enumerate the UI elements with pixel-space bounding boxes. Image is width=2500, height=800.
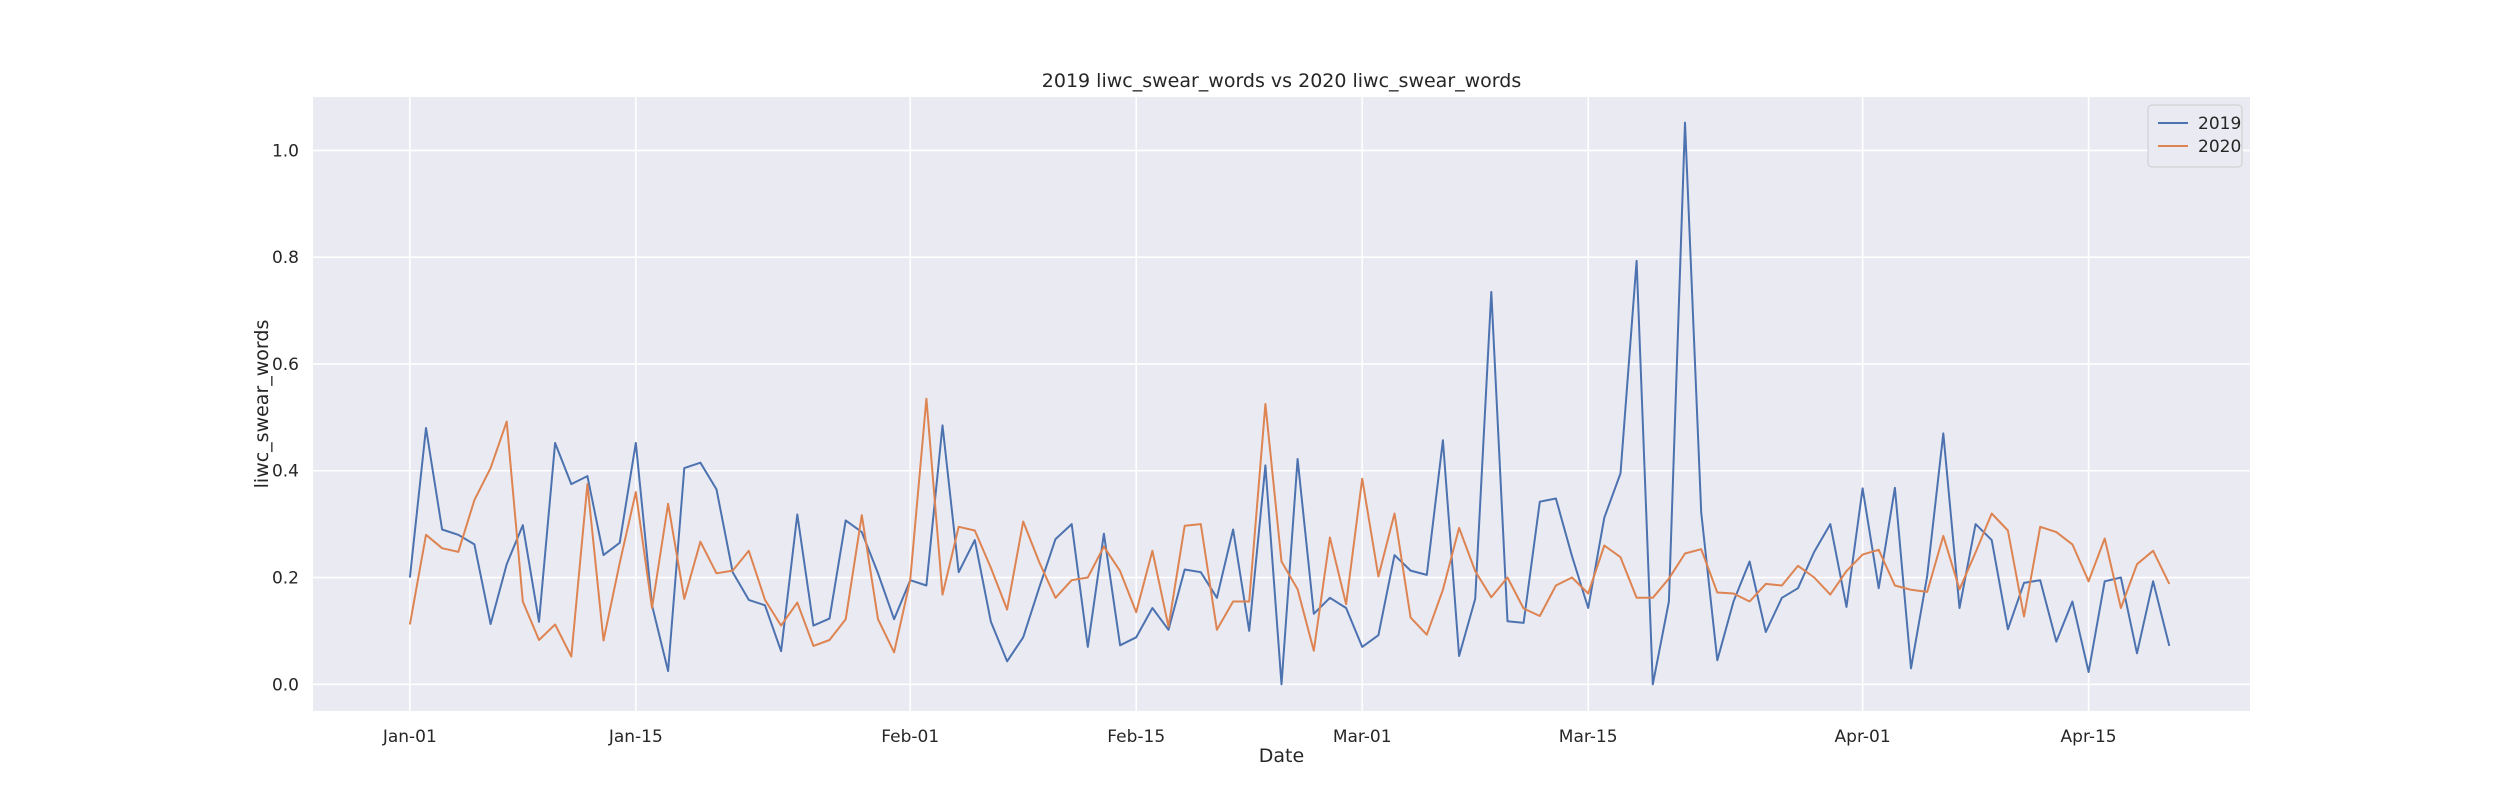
series-line-2019 — [408, 121, 2171, 686]
y-tick-label: 0.0 — [272, 675, 299, 695]
x-tick-label: Jan-01 — [382, 727, 437, 747]
x-tick-label: Jan-15 — [608, 727, 663, 747]
plot-background — [313, 97, 2250, 711]
x-tick-label: Mar-15 — [1559, 727, 1618, 747]
y-tick-label: 0.4 — [272, 462, 299, 482]
legend-box — [2147, 104, 2243, 168]
x-tick-label: Apr-15 — [2061, 727, 2117, 747]
chart-title: 2019 liwc_swear_words vs 2020 liwc_swear… — [1042, 70, 1521, 92]
series-2019 — [408, 121, 2171, 686]
y-tick-label: 0.6 — [272, 355, 299, 375]
plot-area: 0.0 0.2 0.4 0.6 0.8 1.0 Jan-01 Jan-15 Feb-01 Feb-… — [272, 97, 2250, 747]
x-tick-label: Mar-01 — [1333, 727, 1392, 747]
x-tick-label: Feb-15 — [1107, 727, 1165, 747]
y-tick-label: 1.0 — [272, 141, 299, 161]
x-tick-label: Apr-01 — [1835, 727, 1891, 747]
x-axis-label: Date — [1259, 745, 1304, 767]
legend: 2019 2020 — [2147, 104, 2243, 168]
legend-label-2020: 2020 — [2198, 137, 2241, 157]
y-tick-label: 0.8 — [272, 248, 299, 268]
series-2020 — [408, 397, 2171, 658]
x-tick-label: Feb-01 — [881, 727, 939, 747]
legend-label-2019: 2019 — [2198, 114, 2241, 134]
y-tick-label: 0.2 — [272, 569, 299, 589]
series-line-2020 — [408, 397, 2171, 658]
y-axis-label: liwc_swear_words — [251, 320, 273, 489]
